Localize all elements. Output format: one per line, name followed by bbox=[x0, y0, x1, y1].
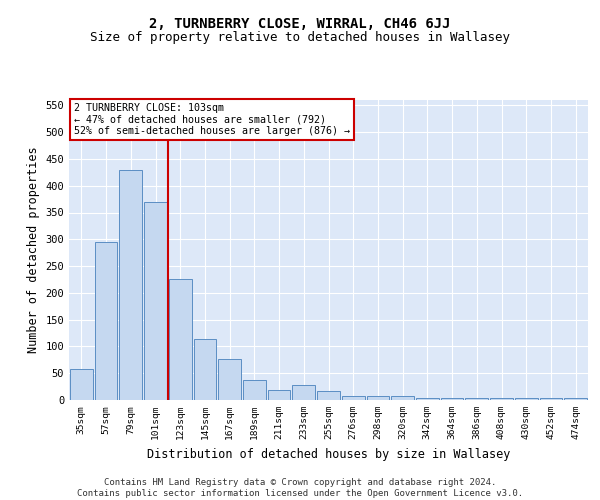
Bar bbox=[515, 398, 538, 400]
Bar bbox=[268, 390, 290, 400]
Bar bbox=[416, 398, 439, 400]
Bar bbox=[564, 398, 587, 400]
Bar bbox=[391, 396, 414, 400]
Bar bbox=[466, 398, 488, 400]
Bar bbox=[342, 396, 365, 400]
Text: Size of property relative to detached houses in Wallasey: Size of property relative to detached ho… bbox=[90, 31, 510, 44]
Bar bbox=[441, 398, 463, 400]
Bar bbox=[317, 392, 340, 400]
Bar bbox=[292, 385, 315, 400]
Bar bbox=[169, 280, 191, 400]
Text: 2 TURNBERRY CLOSE: 103sqm
← 47% of detached houses are smaller (792)
52% of semi: 2 TURNBERRY CLOSE: 103sqm ← 47% of detac… bbox=[74, 103, 350, 136]
Bar bbox=[243, 380, 266, 400]
Y-axis label: Number of detached properties: Number of detached properties bbox=[27, 146, 40, 354]
Bar bbox=[218, 360, 241, 400]
Bar bbox=[70, 370, 93, 400]
Bar bbox=[95, 242, 118, 400]
Bar bbox=[367, 396, 389, 400]
Bar bbox=[490, 398, 513, 400]
Bar bbox=[194, 340, 216, 400]
X-axis label: Distribution of detached houses by size in Wallasey: Distribution of detached houses by size … bbox=[147, 448, 510, 460]
Bar bbox=[144, 202, 167, 400]
Text: Contains HM Land Registry data © Crown copyright and database right 2024.
Contai: Contains HM Land Registry data © Crown c… bbox=[77, 478, 523, 498]
Text: 2, TURNBERRY CLOSE, WIRRAL, CH46 6JJ: 2, TURNBERRY CLOSE, WIRRAL, CH46 6JJ bbox=[149, 18, 451, 32]
Bar bbox=[539, 398, 562, 400]
Bar bbox=[119, 170, 142, 400]
